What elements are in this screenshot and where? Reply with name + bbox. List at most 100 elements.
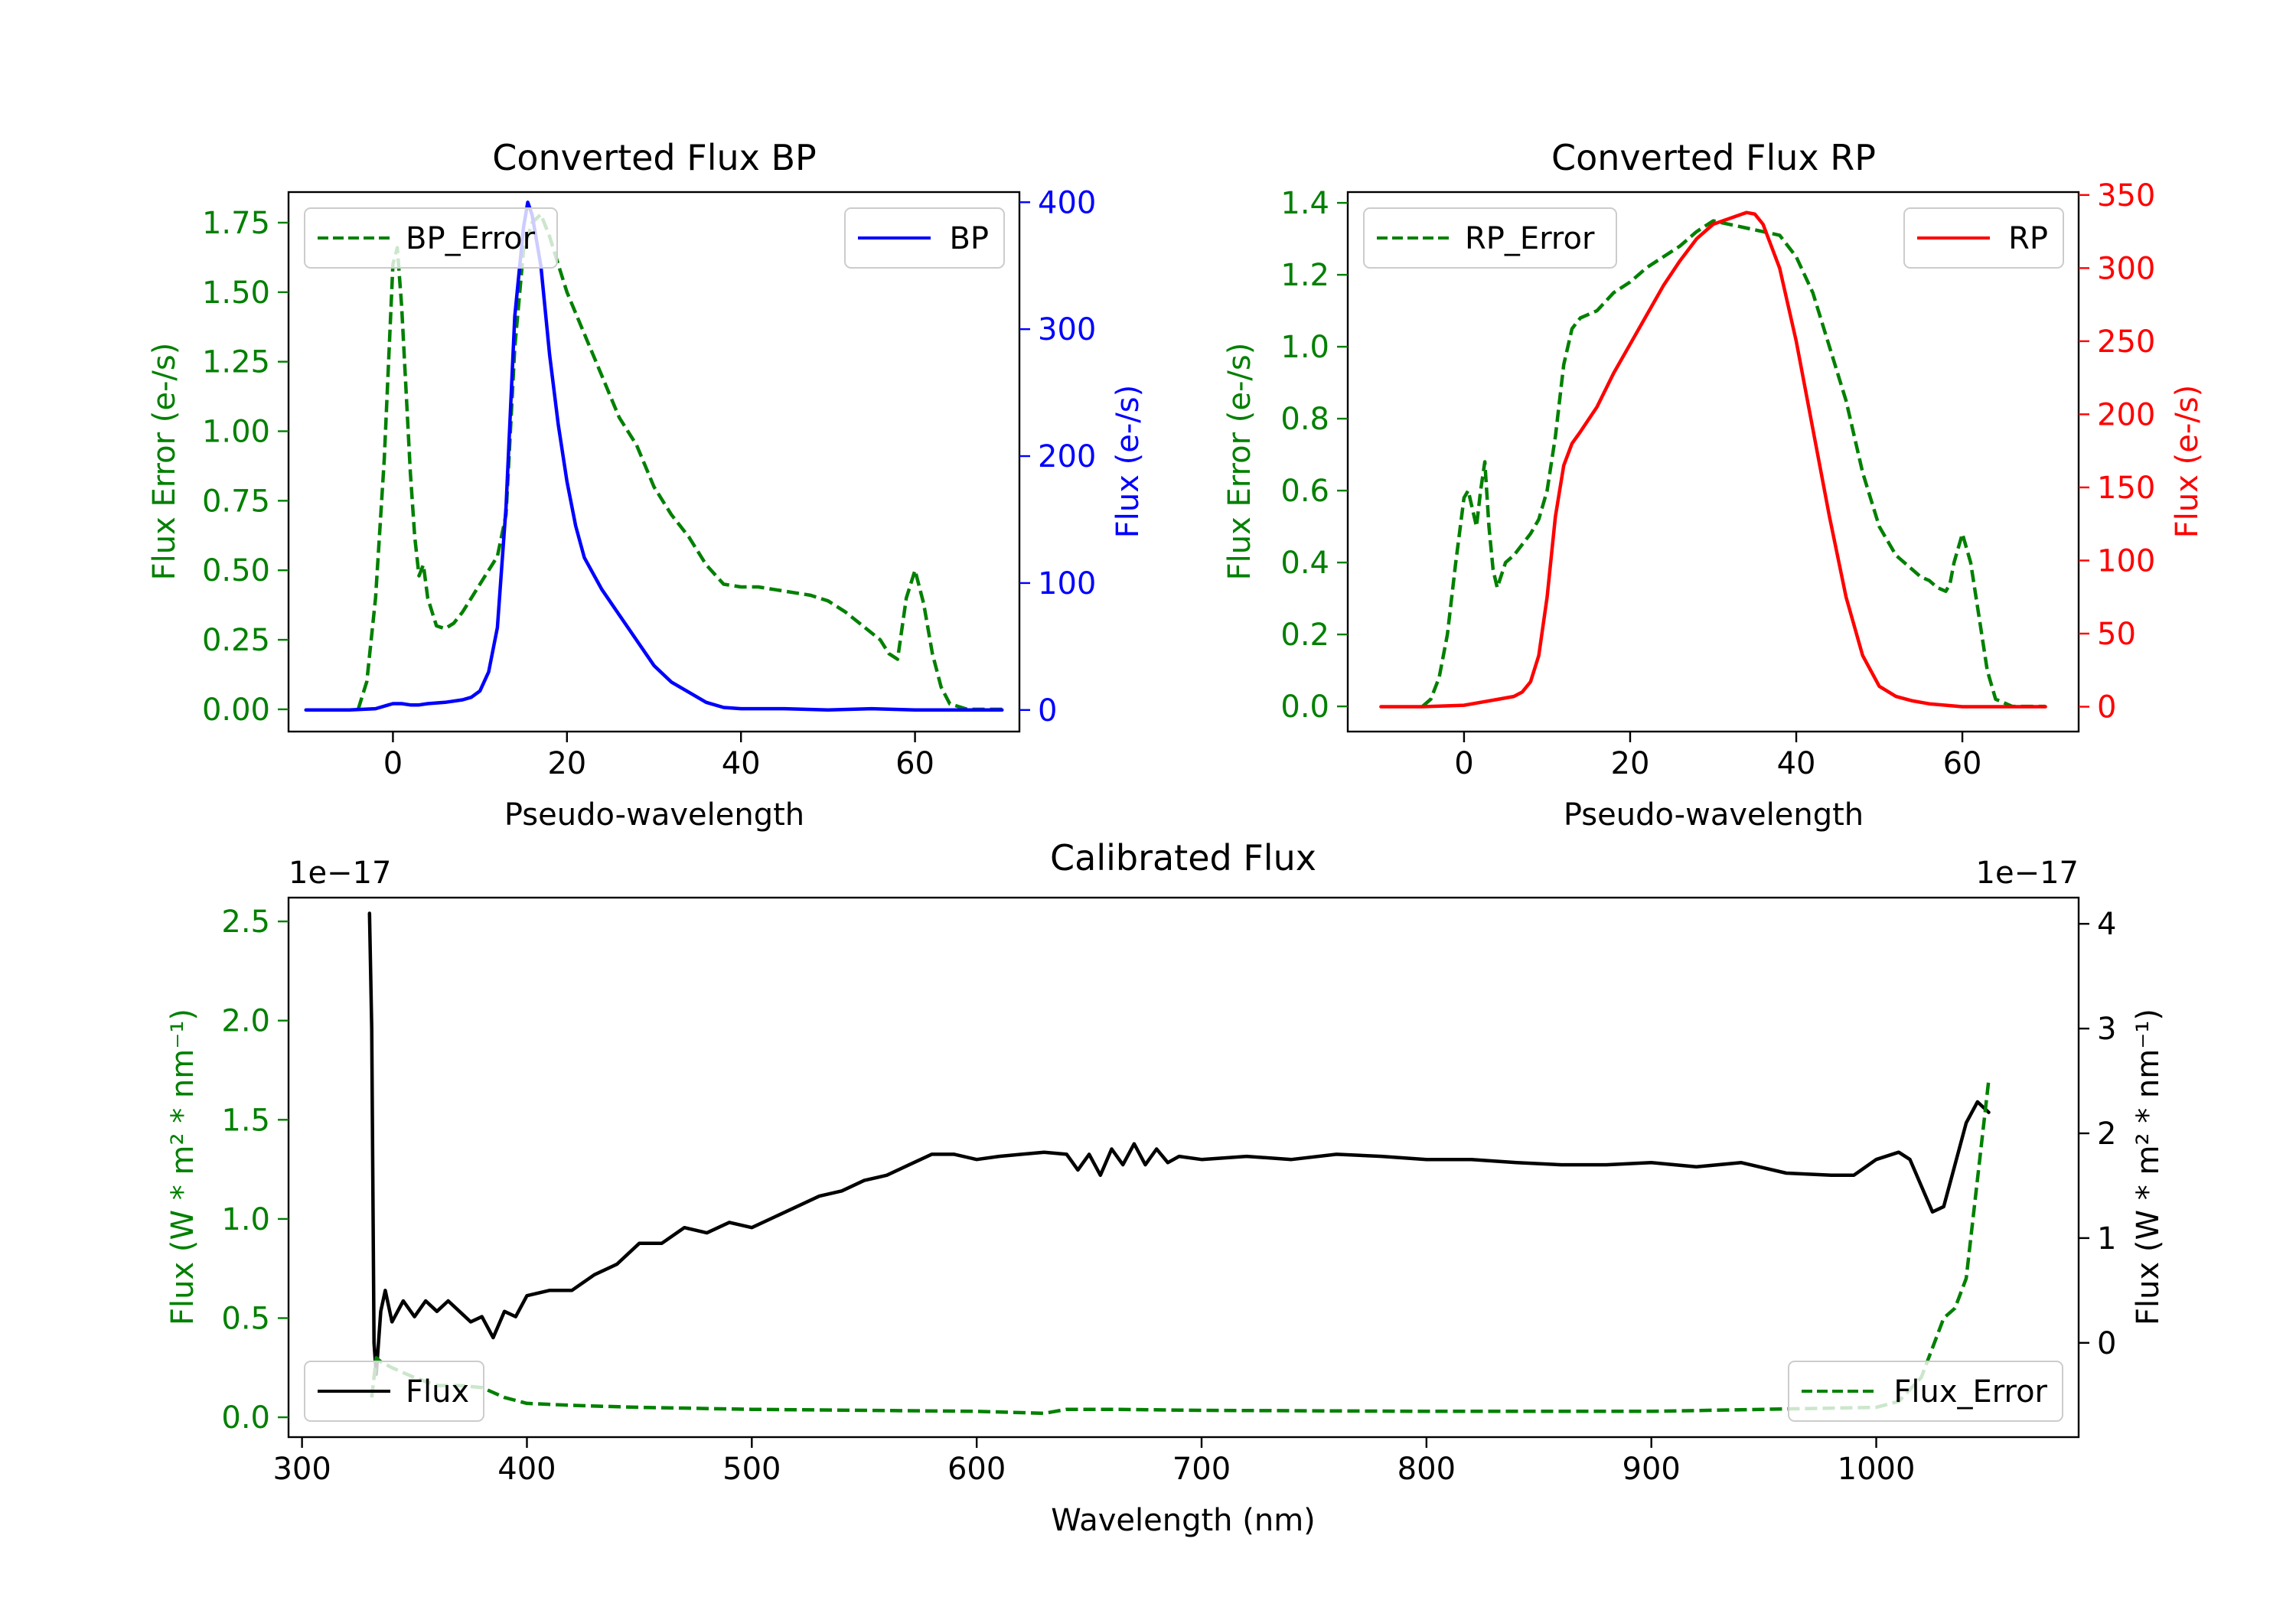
- rp-ytick-left-label: 0.4: [1280, 546, 1329, 581]
- rp-ytick-left-label: 1.0: [1280, 330, 1329, 365]
- calibrated-ytick-right-label: 2: [2097, 1116, 2116, 1152]
- rp-ytick-left-label: 0.6: [1280, 474, 1329, 509]
- bp-ytick-left-label: 1.25: [202, 345, 270, 380]
- bp-plot-area: [304, 200, 1004, 712]
- rp-ytick-left-label: 1.4: [1280, 186, 1329, 221]
- calibrated-series-flux-error-line: [370, 1080, 1991, 1416]
- calibrated-offset-left: 1e−17: [289, 856, 391, 891]
- rp-legend-error: RP_Error: [1363, 207, 1617, 269]
- rp-ytick-right-label: 250: [2097, 324, 2155, 360]
- calibrated-xlabel: Wavelength (nm): [1051, 1503, 1316, 1538]
- rp-panel: Converted Flux RP 0 20 40 60 0.0 0.2 0.4 0.6 0.8…: [1222, 137, 2205, 833]
- rp-axes-frame: [1346, 191, 2080, 733]
- calibrated-xtick-label: 300: [272, 1452, 331, 1487]
- rp-ytick-right-label: 200: [2097, 397, 2155, 432]
- calibrated-legend-flux-label: Flux: [406, 1374, 469, 1410]
- calibrated-ytick-left-label: 0.0: [221, 1400, 270, 1436]
- bp-ytick-left-label: 0.25: [202, 623, 270, 658]
- rp-ytick-right-label: 350: [2097, 178, 2155, 214]
- bp-xlabel: Pseudo-wavelength: [504, 797, 804, 833]
- calibrated-legend-error-label: Flux_Error: [1893, 1374, 2047, 1410]
- bp-ytick-left-label: 0.75: [202, 484, 270, 519]
- rp-series-rp-line: [1379, 210, 2047, 709]
- bp-ytick-left-label: 1.75: [202, 206, 270, 241]
- bp-series-bp-line: [304, 200, 1004, 712]
- bp-ytick-right-label: 300: [1038, 312, 1096, 347]
- rp-xtick-label: 20: [1611, 746, 1650, 781]
- calibrated-legend-flux: Flux: [304, 1361, 484, 1422]
- calibrated-ytick-left-label: 1.0: [221, 1202, 270, 1237]
- calibrated-ytick-right-label: 3: [2097, 1012, 2116, 1047]
- rp-ytick-left-label: 1.2: [1280, 258, 1329, 293]
- calibrated-series-flux-line: [367, 911, 1991, 1377]
- bp-ytick-right-label: 400: [1038, 185, 1096, 220]
- calibrated-ytick-right-label: 4: [2097, 907, 2116, 942]
- calibrated-axes-frame: [287, 896, 2080, 1439]
- calibrated-xtick-label: 900: [1623, 1452, 1681, 1487]
- bp-legend-error-label: BP_Error: [406, 221, 536, 256]
- calibrated-legend-error: Flux_Error: [1788, 1361, 2063, 1422]
- bp-ytick-right-label: 0: [1038, 693, 1057, 729]
- rp-xtick-label: 60: [1943, 746, 1982, 781]
- calibrated-ytick-left-label: 1.5: [221, 1103, 270, 1138]
- bp-ytick-left-label: 1.00: [202, 415, 270, 450]
- rp-plot-area: [1379, 210, 2047, 709]
- calibrated-ytick-left-label: 2.5: [221, 905, 270, 940]
- rp-xlabel: Pseudo-wavelength: [1564, 797, 1864, 833]
- rp-legend-error-label: RP_Error: [1465, 221, 1595, 256]
- rp-ytick-right-label: 150: [2097, 471, 2155, 506]
- bp-ylabel-right: Flux (e-/s): [1110, 385, 1146, 538]
- bp-ytick-right-label: 200: [1038, 439, 1096, 474]
- bp-xtick-label: 40: [722, 746, 761, 781]
- rp-ticks: 0 20 40 60 0.0 0.2 0.4 0.6 0.8 1.0 1.2 1.4 0 50 100 150…: [1280, 178, 2155, 781]
- calibrated-xtick-label: 400: [497, 1452, 556, 1487]
- calibrated-ylabel-right: Flux (W * m² * nm⁻¹): [2131, 1009, 2166, 1325]
- calibrated-ytick-left-label: 0.5: [221, 1301, 270, 1336]
- calibrated-xtick-label: 500: [722, 1452, 781, 1487]
- bp-axes-frame: [287, 191, 1021, 733]
- bp-series-bp-error-line: [356, 212, 1003, 712]
- bp-ticks: 0 20 40 60 0.00 0.25 0.50 0.75 1.00 1.25 1.50 1.75 0…: [202, 185, 1096, 781]
- bp-ytick-left-label: 0.00: [202, 693, 270, 728]
- calibrated-plot-area: [367, 911, 1991, 1416]
- rp-ytick-left-label: 0.2: [1280, 618, 1329, 653]
- rp-ytick-right-label: 0: [2097, 690, 2116, 725]
- rp-ytick-right-label: 50: [2097, 617, 2136, 652]
- bp-ytick-right-label: 100: [1038, 566, 1096, 601]
- calibrated-xtick-label: 600: [947, 1452, 1006, 1487]
- bp-ylabel-left: Flux Error (e-/s): [147, 343, 182, 581]
- bp-ytick-left-label: 1.50: [202, 275, 270, 311]
- calibrated-xtick-label: 800: [1397, 1452, 1456, 1487]
- bp-legend-error: BP_Error: [304, 207, 558, 269]
- calibrated-xtick-label: 700: [1172, 1452, 1231, 1487]
- rp-title: Converted Flux RP: [1551, 137, 1876, 178]
- rp-series-rp-error-line: [1421, 219, 2046, 709]
- calibrated-ytick-left-label: 2.0: [221, 1004, 270, 1039]
- bp-ytick-left-label: 0.50: [202, 553, 270, 588]
- rp-ytick-left-label: 0.8: [1280, 402, 1329, 437]
- calibrated-ytick-right-label: 0: [2097, 1326, 2116, 1361]
- calibrated-offset-right: 1e−17: [1976, 856, 2079, 891]
- bp-legend-flux-label: BP: [949, 221, 989, 256]
- bp-xtick-label: 60: [895, 746, 934, 781]
- rp-xtick-label: 0: [1454, 746, 1473, 781]
- bp-legend-flux: BP: [844, 207, 1005, 269]
- rp-ytick-right-label: 300: [2097, 251, 2155, 286]
- calibrated-ylabel-left: Flux (W * m² * nm⁻¹): [165, 1009, 201, 1325]
- bp-xtick-label: 0: [383, 746, 403, 781]
- bp-title: Converted Flux BP: [492, 137, 817, 178]
- bp-panel: Converted Flux BP 0 20 40 60 0.00 0.25 0.50 0.7…: [147, 137, 1146, 833]
- bp-xtick-label: 20: [547, 746, 586, 781]
- calibrated-title: Calibrated Flux: [1050, 837, 1316, 878]
- rp-ytick-right-label: 100: [2097, 543, 2155, 579]
- calibrated-ticks: 300 400 500 600 700 800 900 1000 0.0 0.5 1.0 1.5 2.0…: [221, 905, 2116, 1487]
- calibrated-ytick-right-label: 1: [2097, 1221, 2116, 1257]
- rp-ytick-left-label: 0.0: [1280, 689, 1329, 725]
- rp-xtick-label: 40: [1777, 746, 1816, 781]
- calibrated-xtick-label: 1000: [1838, 1452, 1916, 1487]
- rp-ylabel-left: Flux Error (e-/s): [1222, 343, 1257, 581]
- calibrated-panel: Calibrated Flux 1e−17 1e−17 300 400 500 600…: [165, 837, 2166, 1538]
- rp-legend-flux: RP: [1903, 207, 2064, 269]
- rp-ylabel-right: Flux (e-/s): [2170, 385, 2205, 538]
